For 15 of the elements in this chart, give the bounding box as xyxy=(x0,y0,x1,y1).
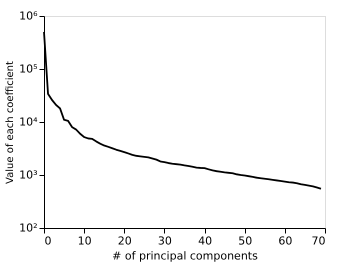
x-tick-label: 70 xyxy=(312,234,326,248)
x-tick-label: 20 xyxy=(118,234,132,248)
x-tick-label: 50 xyxy=(238,234,252,248)
x-tick-label: 40 xyxy=(198,234,212,248)
y-tick-label: 10⁵ xyxy=(19,62,38,76)
x-tick-label: 30 xyxy=(158,234,172,248)
y-tick-label: 10³ xyxy=(19,168,38,182)
x-axis-title: # of principal components xyxy=(112,250,258,262)
y-axis-title: Value of each coefficient xyxy=(5,60,16,184)
x-tick-label: 10 xyxy=(78,234,92,248)
x-tick-label: 60 xyxy=(278,234,292,248)
y-tick-label: 10⁶ xyxy=(19,10,38,22)
y-tick-label: 10² xyxy=(19,222,38,234)
x-tick-label: 0 xyxy=(44,234,52,248)
y-tick-label: 10⁴ xyxy=(19,116,38,128)
